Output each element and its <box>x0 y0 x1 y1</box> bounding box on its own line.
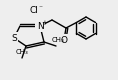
Text: Cl: Cl <box>30 6 38 14</box>
Text: CH₃: CH₃ <box>52 37 64 43</box>
Text: +: + <box>41 20 47 26</box>
Text: ⁻: ⁻ <box>38 4 42 12</box>
Text: S: S <box>11 34 17 42</box>
Text: CH₃: CH₃ <box>16 49 28 55</box>
Text: O: O <box>61 36 67 44</box>
Text: N: N <box>37 22 43 30</box>
